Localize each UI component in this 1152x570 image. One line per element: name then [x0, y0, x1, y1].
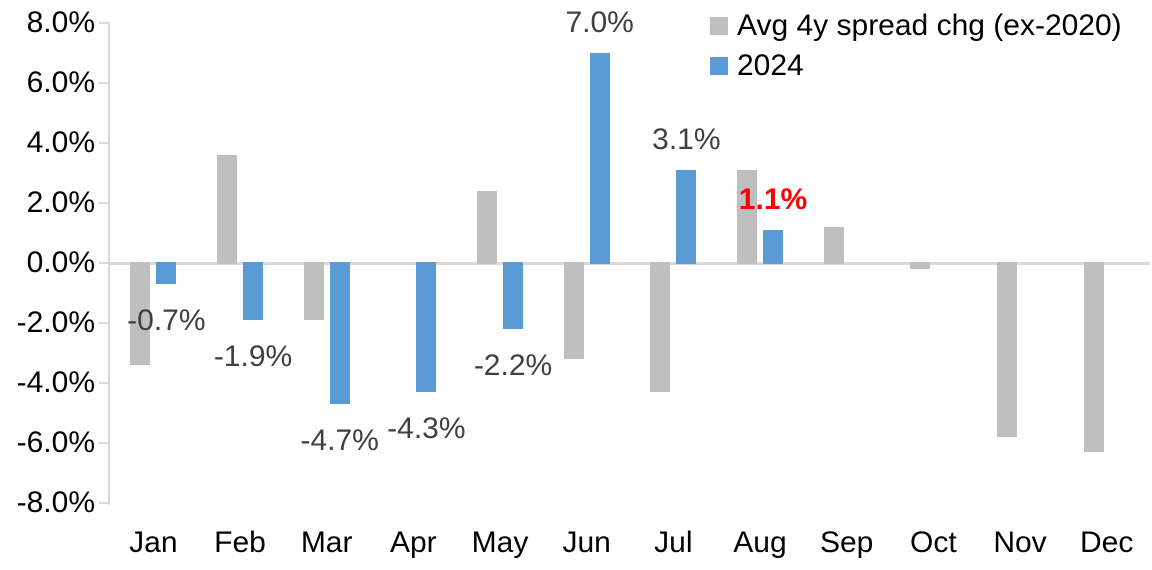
- y-tick-label: -4.0%: [16, 366, 95, 399]
- bar-2024-jan: [156, 262, 177, 284]
- y-axis-tick: [99, 442, 110, 444]
- bar-avg-aug: [737, 170, 757, 264]
- bar-avg-oct: [910, 262, 931, 269]
- y-axis-tick: [99, 322, 110, 324]
- bar-avg-sep: [823, 227, 844, 264]
- legend-item-avg-spread: Avg 4y spread chg (ex-2020): [710, 10, 1122, 42]
- data-label-jun: 7.0%: [565, 6, 634, 39]
- x-tick-label-mar: Mar: [300, 526, 353, 559]
- data-label-jan: -0.7%: [127, 304, 206, 337]
- y-tick-label: 4.0%: [26, 126, 95, 159]
- y-axis-tick: [99, 382, 110, 384]
- legend-label-avg-spread: Avg 4y spread chg (ex-2020): [737, 9, 1122, 42]
- bar-2024-jun: [589, 53, 610, 264]
- x-tick-label-apr: Apr: [389, 526, 437, 559]
- bar-2024-feb: [243, 262, 263, 320]
- y-axis-tick: [99, 82, 110, 84]
- legend-swatch-gray: [710, 17, 728, 35]
- bar-avg-may: [477, 191, 497, 264]
- y-axis-tick: [99, 262, 110, 264]
- bar-2024-aug: [763, 230, 783, 264]
- bar-2024-jul: [676, 170, 697, 264]
- bar-2024-may: [503, 262, 523, 329]
- x-axis-zero-line: [110, 261, 1150, 265]
- y-axis-line: [108, 23, 110, 505]
- legend-label-2024: 2024: [737, 49, 804, 82]
- y-tick-label: 0.0%: [26, 246, 95, 279]
- bar-avg-nov: [997, 262, 1017, 437]
- bar-avg-jun: [563, 262, 584, 359]
- data-label-apr: -4.3%: [387, 412, 466, 445]
- legend-item-2024: 2024: [710, 50, 1122, 82]
- bar-2024-mar: [329, 262, 350, 404]
- x-tick-label-aug: Aug: [733, 526, 787, 559]
- bar-avg-jul: [650, 262, 671, 392]
- x-tick-label-sep: Sep: [819, 526, 874, 559]
- data-label-may: -2.2%: [473, 349, 553, 382]
- y-axis-tick: [99, 502, 110, 504]
- bar-2024-apr: [416, 262, 437, 392]
- x-tick-label-may: May: [471, 526, 529, 559]
- legend: Avg 4y spread chg (ex-2020) 2024: [710, 10, 1122, 82]
- x-tick-label-oct: Oct: [909, 526, 957, 559]
- y-tick-label: 6.0%: [26, 66, 95, 99]
- y-axis-tick: [99, 142, 110, 144]
- bar-avg-mar: [303, 262, 324, 320]
- data-label-mar: -4.7%: [300, 424, 379, 457]
- y-tick-label: 8.0%: [26, 6, 95, 39]
- y-axis-tick: [99, 22, 110, 24]
- bar-avg-feb: [217, 155, 237, 264]
- y-tick-label: -8.0%: [16, 486, 95, 519]
- x-tick-label-jan: Jan: [129, 526, 178, 559]
- x-tick-label-jun: Jun: [562, 526, 611, 559]
- y-tick-label: -6.0%: [16, 426, 95, 459]
- y-tick-label: -2.0%: [16, 306, 95, 339]
- legend-swatch-blue: [710, 57, 728, 75]
- x-tick-label-jul: Jul: [654, 526, 693, 559]
- x-tick-label-dec: Dec: [1079, 526, 1134, 559]
- bar-avg-jan: [130, 262, 151, 365]
- data-label-aug: 1.1%: [738, 183, 808, 216]
- x-tick-label-nov: Nov: [993, 526, 1047, 559]
- bar-avg-dec: [1083, 262, 1104, 452]
- y-tick-label: 2.0%: [26, 186, 95, 219]
- y-axis-tick: [99, 202, 110, 204]
- data-label-feb: -1.9%: [213, 340, 293, 373]
- x-tick-label-feb: Feb: [214, 526, 266, 559]
- data-label-jul: 3.1%: [652, 123, 721, 156]
